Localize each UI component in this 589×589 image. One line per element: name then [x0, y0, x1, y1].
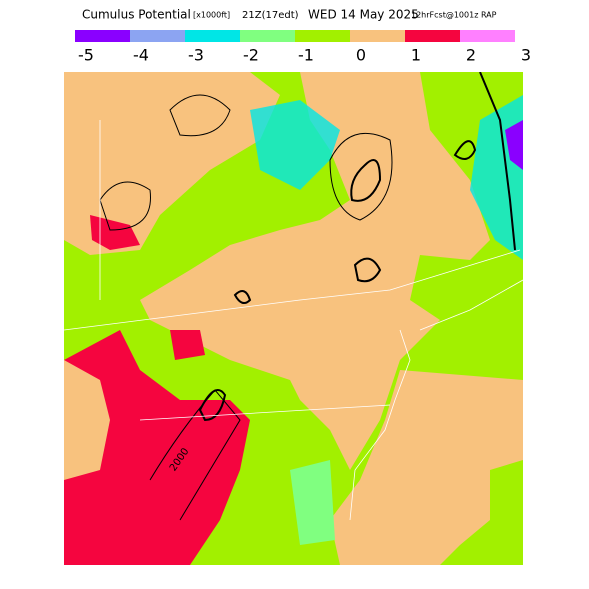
region-tan — [64, 360, 110, 480]
legend-label: -2 — [243, 46, 259, 65]
map: 2000 — [64, 72, 523, 565]
legend-label: -5 — [78, 46, 94, 65]
legend: -5 -4 -3 -2 -1 0 1 2 3 — [75, 30, 531, 65]
region-purple — [505, 120, 523, 170]
title-run: 12hrFcst@1001z RAP — [411, 11, 497, 20]
legend-swatch — [350, 30, 405, 42]
region-tan — [330, 370, 523, 565]
legend-label: 3 — [521, 46, 531, 65]
region-tan — [85, 160, 160, 235]
contours — [99, 72, 516, 521]
title: Cumulus Potential — [82, 8, 191, 22]
legend-label: 2 — [466, 46, 476, 65]
legend-label: -4 — [133, 46, 149, 65]
legend-swatch — [75, 30, 130, 42]
title-valid: 21Z(17edt) — [242, 10, 299, 21]
region-red — [170, 330, 205, 360]
legend-label: 1 — [411, 46, 421, 65]
legend-swatch — [130, 30, 185, 42]
boundaries — [64, 120, 523, 521]
title-date: WED 14 May 2025 — [308, 8, 419, 22]
region-red — [64, 330, 250, 565]
legend-swatch — [460, 30, 515, 42]
legend-label: -1 — [298, 46, 314, 65]
region-cyan — [250, 100, 340, 190]
title-units: [x1000ft] — [193, 11, 230, 20]
region-green — [290, 460, 335, 545]
legend-swatch — [240, 30, 295, 42]
legend-swatch — [185, 30, 240, 42]
region-red — [90, 215, 140, 250]
region-tan — [140, 72, 490, 470]
legend-label: -3 — [188, 46, 204, 65]
legend-swatch — [295, 30, 350, 42]
legend-label: 0 — [356, 46, 366, 65]
legend-swatch — [405, 30, 460, 42]
